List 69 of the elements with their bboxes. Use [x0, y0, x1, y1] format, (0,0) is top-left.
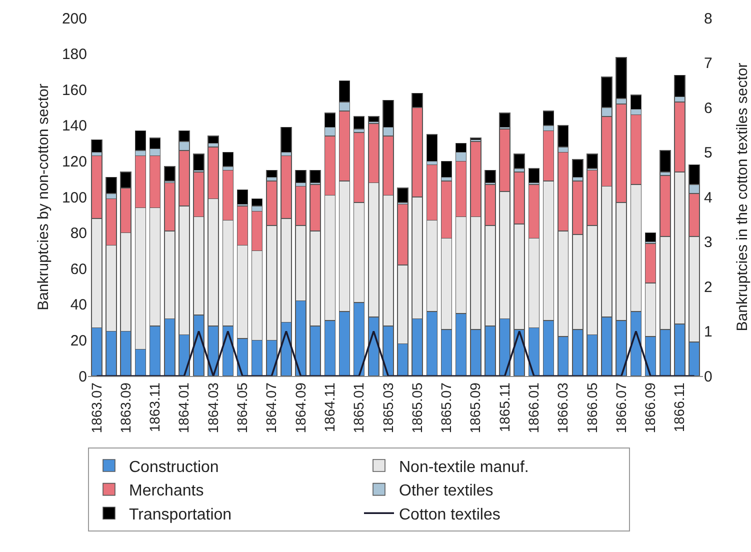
- y2-tick-label: 2: [704, 278, 712, 296]
- bar: [280, 126, 292, 153]
- bar: [514, 154, 526, 169]
- y2-tick-label: 1: [704, 324, 712, 340]
- y-axis-title: Bankruptcies by non-cotton sector: [35, 84, 52, 310]
- bar: [193, 154, 204, 171]
- bar: [310, 170, 321, 184]
- y-tick-label: 0: [78, 368, 87, 386]
- x-tick-label: 1864.05: [234, 382, 250, 434]
- bar: [353, 116, 365, 130]
- legend-label: Merchants: [129, 482, 204, 500]
- y-tick-label: 60: [70, 260, 87, 278]
- y-tick-label: 180: [62, 46, 87, 64]
- x-tick-label: 1865.01: [350, 382, 367, 434]
- bar: [222, 152, 234, 167]
- legend-label: Other textiles: [399, 482, 494, 500]
- x-tick-label: 1865.05: [408, 382, 425, 434]
- bar: [499, 112, 510, 128]
- y-tick-label: 20: [70, 332, 87, 350]
- legend-label: Non-textile manuf.: [399, 458, 529, 476]
- bar: [659, 150, 671, 172]
- bar: [484, 170, 496, 184]
- bar: [528, 168, 540, 184]
- y-tick-label: 120: [62, 153, 87, 170]
- bar: [368, 116, 380, 122]
- bar: [295, 170, 306, 184]
- x-tick-label: 1866.05: [584, 382, 600, 434]
- y2-tick-label: 7: [704, 55, 712, 72]
- y-tick-label: 40: [70, 296, 87, 314]
- y-tick-label: 80: [70, 225, 87, 242]
- x-tick-label: 1865.09: [467, 382, 484, 434]
- y2-axis-title: Bankruptcies in the cotton textiles sector: [734, 62, 751, 332]
- y2-tick-label: 4: [704, 189, 712, 206]
- y-tick-label: 200: [62, 10, 87, 28]
- x-tick-label: 1863.07: [88, 382, 104, 434]
- x-tick-label: 1866.09: [642, 382, 658, 434]
- x-tick-label: 1866.07: [612, 382, 629, 434]
- x-tick-label: 1865.11: [496, 382, 512, 432]
- legend-label: Transportation: [129, 506, 232, 524]
- x-tick-label: 1866.11: [671, 382, 688, 432]
- bar: [440, 160, 452, 178]
- bar: [426, 134, 438, 162]
- x-tick-label: 1864.07: [263, 382, 280, 434]
- x-tick-label: 1863.09: [117, 382, 134, 434]
- x-tick-label: 1864.11: [321, 382, 338, 432]
- bar: [266, 170, 278, 178]
- y2-tick-label: 0: [704, 368, 712, 386]
- y2-tick-label: 8: [704, 10, 712, 28]
- y2-tick-label: 6: [704, 100, 712, 117]
- y2-tick-label: 3: [704, 234, 712, 251]
- y2-tick-label: 5: [704, 144, 712, 162]
- x-tick-label: 1865.03: [380, 382, 396, 434]
- x-tick-label: 1865.07: [438, 382, 454, 434]
- bar: [91, 139, 102, 153]
- x-tick-label: 1866.01: [526, 382, 542, 434]
- bar: [236, 189, 248, 205]
- bar: [208, 136, 219, 144]
- x-tick-label: 1864.03: [204, 382, 221, 434]
- x-tick-label: 1866.03: [554, 382, 571, 434]
- bar: [572, 159, 584, 178]
- legend-label: Cotton textiles: [399, 506, 500, 524]
- legend-label: Construction: [129, 458, 219, 476]
- y-tick-label: 140: [62, 118, 87, 135]
- bar: [644, 232, 656, 242]
- y-tick-label: 160: [62, 82, 87, 99]
- x-tick-label: 1863.11: [146, 382, 163, 432]
- y-tick-label: 100: [62, 189, 87, 206]
- x-tick-label: 1864.01: [176, 382, 192, 434]
- x-tick-label: 1864.09: [292, 382, 308, 434]
